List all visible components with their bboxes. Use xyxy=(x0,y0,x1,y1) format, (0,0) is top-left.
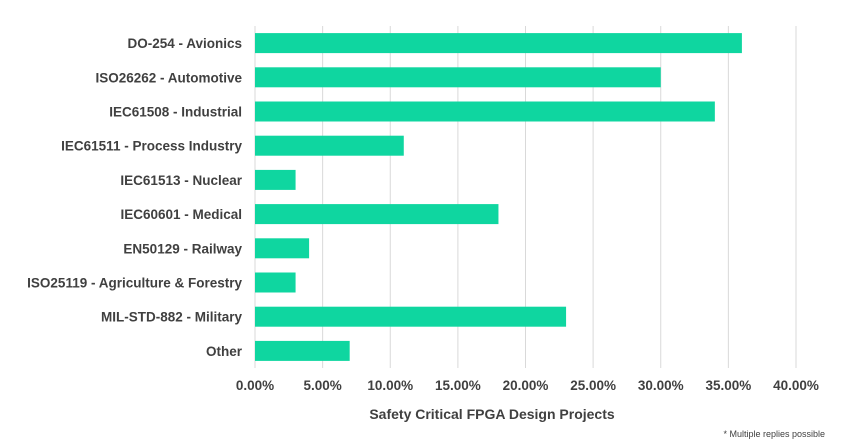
bar xyxy=(255,306,567,327)
x-axis-title: Safety Critical FPGA Design Projects xyxy=(369,406,615,422)
category-label: IEC60601 - Medical xyxy=(120,207,242,222)
x-tick-label: 20.00% xyxy=(503,378,549,393)
x-tick-label: 15.00% xyxy=(435,378,481,393)
bar xyxy=(255,135,404,156)
bar xyxy=(255,204,499,225)
category-label: DO-254 - Avionics xyxy=(127,36,242,51)
bar xyxy=(255,340,350,361)
category-label: IEC61511 - Process Industry xyxy=(61,139,242,154)
x-tick-label: 35.00% xyxy=(705,378,751,393)
category-label: IEC61508 - Industrial xyxy=(109,105,242,120)
x-tick-label: 30.00% xyxy=(638,378,684,393)
x-tick-label: 0.00% xyxy=(236,378,274,393)
x-tick-label: 40.00% xyxy=(773,378,819,393)
x-tick-label: 5.00% xyxy=(303,378,341,393)
bars xyxy=(255,33,742,361)
bar xyxy=(255,33,742,54)
bar xyxy=(255,272,296,293)
footnote: * Multiple replies possible xyxy=(723,429,825,439)
x-tick-label: 25.00% xyxy=(570,378,616,393)
category-label: ISO26262 - Automotive xyxy=(95,70,242,85)
x-tick-labels: 0.00% 5.00% 10.00% 15.00% 20.00% 25.00% 30.00%… xyxy=(236,378,819,393)
category-label: ISO25119 - Agriculture & Forestry xyxy=(27,276,242,291)
category-label: EN50129 - Railway xyxy=(123,241,242,256)
bar xyxy=(255,67,661,88)
category-labels: DO-254 - Avionics ISO26262 - Automotive IE… xyxy=(27,36,243,359)
bar xyxy=(255,238,310,259)
bar xyxy=(255,169,296,190)
x-tick-label: 10.00% xyxy=(367,378,413,393)
category-label: MIL-STD-882 - Military xyxy=(101,310,243,325)
category-label: Other xyxy=(206,344,243,359)
category-label: IEC61513 - Nuclear xyxy=(120,173,242,188)
bar xyxy=(255,101,715,122)
